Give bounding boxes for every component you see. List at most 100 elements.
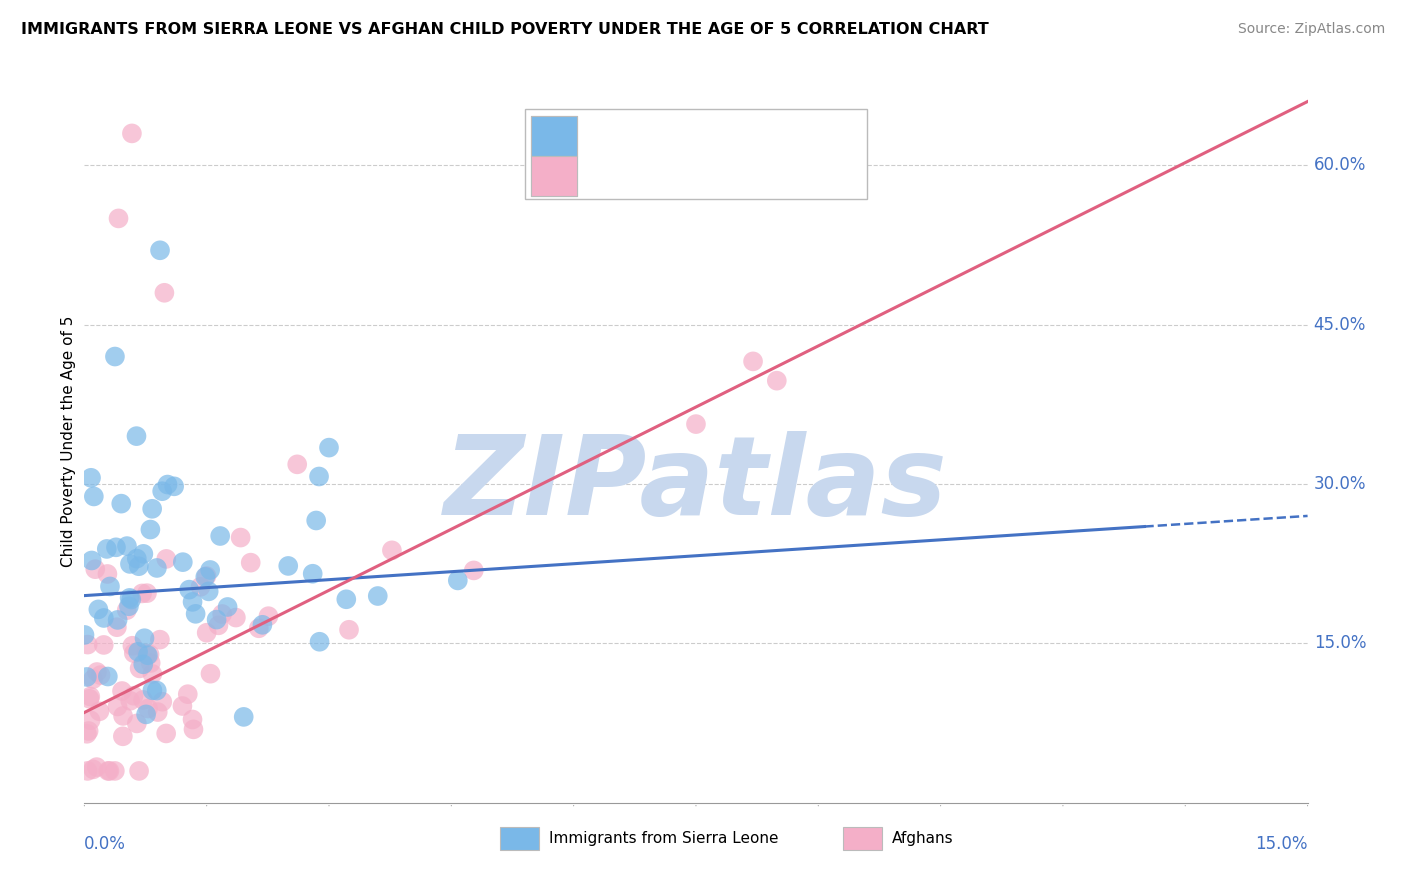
Text: IMMIGRANTS FROM SIERRA LEONE VS AFGHAN CHILD POVERTY UNDER THE AGE OF 5 CORRELAT: IMMIGRANTS FROM SIERRA LEONE VS AFGHAN C…	[21, 22, 988, 37]
Text: 15.0%: 15.0%	[1256, 835, 1308, 854]
Point	[125, 429, 148, 443]
Point	[217, 599, 239, 614]
Point	[79, 691, 101, 706]
Point	[335, 592, 357, 607]
Text: N =: N =	[706, 168, 745, 186]
Point	[141, 501, 163, 516]
Point	[115, 603, 138, 617]
Point	[141, 667, 163, 681]
Point	[76, 764, 98, 778]
Point	[105, 620, 128, 634]
Y-axis label: Child Poverty Under the Age of 5: Child Poverty Under the Age of 5	[60, 316, 76, 567]
Point	[463, 563, 485, 577]
Point	[76, 670, 98, 684]
Point	[118, 557, 141, 571]
Point	[146, 683, 169, 698]
Point	[132, 693, 155, 707]
Point	[308, 634, 330, 648]
Text: 15.0%: 15.0%	[1313, 634, 1367, 652]
Point	[121, 127, 143, 141]
Point	[318, 441, 340, 455]
Point	[150, 484, 173, 499]
Point	[177, 687, 200, 701]
Point	[141, 683, 163, 698]
Point	[122, 646, 145, 660]
Point	[128, 559, 150, 574]
Point	[156, 477, 179, 491]
Point	[207, 618, 229, 632]
Point	[110, 497, 132, 511]
Point	[136, 701, 159, 715]
Point	[181, 713, 204, 727]
Point	[125, 551, 148, 566]
Point	[82, 763, 104, 777]
Point	[135, 647, 157, 661]
Text: Immigrants from Sierra Leone: Immigrants from Sierra Leone	[550, 830, 779, 846]
Point	[138, 648, 160, 662]
Point	[98, 579, 121, 593]
Point	[107, 613, 129, 627]
Point	[198, 563, 221, 577]
Point	[257, 609, 280, 624]
Point	[107, 211, 129, 226]
Text: 0.0%: 0.0%	[84, 835, 127, 854]
Text: 45.0%: 45.0%	[1313, 316, 1367, 334]
Point	[96, 541, 118, 556]
Point	[127, 645, 149, 659]
Point	[194, 570, 217, 584]
Point	[80, 471, 103, 485]
Point	[128, 764, 150, 778]
Point	[96, 566, 118, 581]
Point	[149, 632, 172, 647]
Point	[115, 539, 138, 553]
Text: 0.153: 0.153	[636, 128, 693, 145]
Point	[308, 469, 330, 483]
Point	[90, 668, 112, 682]
Text: R =: R =	[589, 128, 628, 145]
Point	[225, 610, 247, 624]
Point	[120, 592, 142, 607]
Point	[135, 707, 157, 722]
Point	[172, 699, 194, 714]
Point	[136, 586, 159, 600]
Point	[118, 599, 141, 614]
Point	[111, 729, 134, 743]
Point	[163, 479, 186, 493]
Point	[146, 561, 169, 575]
Point	[80, 553, 103, 567]
Point	[305, 514, 328, 528]
Point	[131, 586, 153, 600]
Point	[111, 684, 134, 698]
Text: R =: R =	[589, 168, 628, 186]
Text: 30.0%: 30.0%	[1313, 475, 1367, 493]
Point	[97, 764, 120, 778]
FancyBboxPatch shape	[501, 827, 540, 850]
Point	[190, 580, 212, 594]
FancyBboxPatch shape	[842, 827, 882, 850]
Point	[112, 709, 135, 723]
Text: ZIPatlas: ZIPatlas	[444, 432, 948, 539]
Point	[155, 552, 177, 566]
Point	[104, 350, 127, 364]
FancyBboxPatch shape	[531, 116, 578, 156]
FancyBboxPatch shape	[524, 109, 868, 200]
Point	[211, 607, 233, 621]
Point	[125, 716, 148, 731]
Point	[285, 458, 308, 472]
Text: 58: 58	[748, 128, 773, 145]
Text: 60.0%: 60.0%	[1313, 156, 1367, 174]
Text: 0.607: 0.607	[636, 168, 693, 186]
Point	[195, 569, 218, 583]
Point	[197, 584, 219, 599]
Point	[765, 374, 787, 388]
Point	[73, 628, 96, 642]
Point	[367, 589, 389, 603]
Point	[118, 591, 141, 605]
Point	[179, 582, 201, 597]
Point	[77, 723, 100, 738]
Point	[229, 531, 252, 545]
Point	[122, 689, 145, 703]
Point	[183, 723, 205, 737]
Point	[82, 672, 104, 686]
Point	[742, 354, 765, 368]
